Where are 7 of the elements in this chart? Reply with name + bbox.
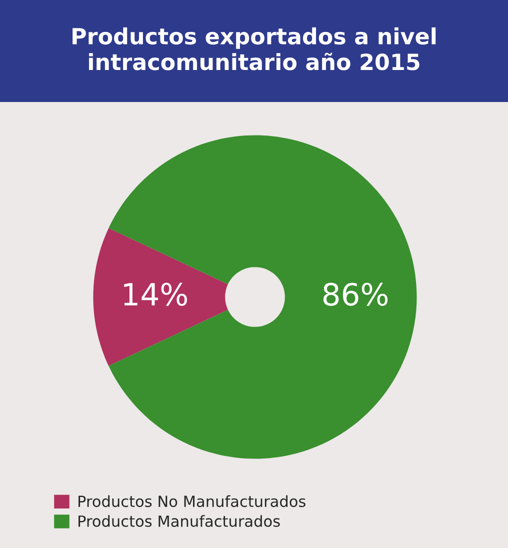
legend-label: Productos No Manufacturados xyxy=(78,495,306,508)
data-label: 14% xyxy=(124,282,187,306)
donut-slice xyxy=(93,228,228,366)
donut-slice xyxy=(108,135,417,459)
chart-title: Productos exportados a nivel intracomunitario año 2015 xyxy=(72,27,436,70)
data-label: 86% xyxy=(323,282,388,306)
legend-label: Productos Manufacturados xyxy=(78,515,280,527)
